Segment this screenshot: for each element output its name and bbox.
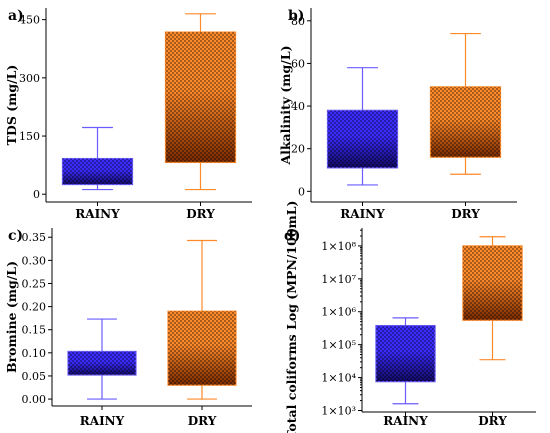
- box-texture: [327, 110, 398, 168]
- y-tick-label: 1×10⁸: [321, 240, 356, 253]
- box-texture: [375, 325, 436, 382]
- y-tick-label: 0.05: [22, 370, 47, 383]
- y-tick-label: 0.20: [22, 301, 47, 314]
- panel-letter: c): [8, 228, 23, 244]
- box-texture: [430, 86, 501, 158]
- y-tick-label: 0.15: [22, 324, 47, 337]
- box-rainy: [67, 318, 137, 400]
- box-dry: [429, 32, 502, 175]
- box-texture: [168, 311, 236, 386]
- y-tick-label: 80: [291, 15, 305, 28]
- y-axis-title: TDS (mg/L): [4, 65, 19, 146]
- x-category-label: RAINY: [340, 207, 385, 221]
- box-dry: [167, 239, 237, 400]
- box-texture: [462, 245, 523, 321]
- panel-letter: a): [8, 8, 24, 24]
- x-category-label: RAINY: [80, 414, 125, 428]
- y-tick-label: 1×10⁷: [321, 273, 356, 286]
- y-tick-label: 1×10⁴: [321, 372, 356, 385]
- box-texture: [165, 32, 236, 163]
- y-tick-label: 300: [19, 72, 40, 85]
- y-tick-label: 40: [291, 100, 305, 113]
- y-tick-label: 0.35: [22, 231, 47, 244]
- chart-panel-4: d) 1×10³ 1×10⁴ 1×10⁵ 1×10⁶ 1×10⁷ 1×10⁸ Total co…: [284, 201, 536, 433]
- chart-panel-3: c) 0.00 0.05 0.10 0.15 0.20 0.25 0.30 0.35 Bromin…: [4, 228, 252, 428]
- y-tick-label: 0: [298, 185, 305, 198]
- y-axis-title: Total coliforms Log (MPN/100mL): [284, 201, 299, 433]
- x-category-label: DRY: [451, 207, 480, 221]
- box-dry: [462, 236, 523, 361]
- x-category-label: DRY: [186, 207, 215, 221]
- y-axis-title: Bromine (mg/L): [4, 261, 19, 373]
- x-category-label: RAINY: [383, 414, 428, 428]
- box-rainy: [326, 67, 399, 186]
- y-tick-label: 150: [19, 130, 40, 143]
- y-axis-title: Alkalinity (mg/L): [278, 45, 293, 165]
- box-dry: [164, 13, 237, 191]
- y-tick-label: 0.30: [22, 254, 47, 267]
- y-tick-label: 1×10³: [321, 404, 356, 417]
- panel-letter: d): [284, 228, 300, 244]
- chart-panel-2: b) 0 20 40 60 80 Alkalinity (mg/L) RAINY DRY: [278, 8, 517, 221]
- box-texture: [68, 351, 136, 376]
- x-category-label: DRY: [188, 414, 217, 428]
- y-tick-label: 20: [291, 143, 305, 156]
- y-tick-label: 0: [33, 188, 40, 201]
- chart-panel-1: a) 0 150 300 450 TDS (mg/L) RAINY DRY: [4, 8, 252, 221]
- box-texture: [62, 158, 133, 185]
- y-tick-label: 1×10⁶: [321, 306, 356, 319]
- panel-letter: b): [288, 8, 304, 24]
- x-category-label: DRY: [478, 414, 507, 428]
- y-tick-label: 0.25: [22, 277, 47, 290]
- y-tick-label: 0.10: [22, 347, 47, 360]
- y-tick-label: 1×10⁵: [321, 339, 356, 352]
- y-tick-label: 0.00: [22, 393, 47, 406]
- y-tick-label: 60: [291, 57, 305, 70]
- x-category-label: RAINY: [75, 207, 120, 221]
- box-rainy: [61, 126, 134, 191]
- y-tick-label: 450: [19, 14, 40, 27]
- box-rainy: [375, 317, 436, 405]
